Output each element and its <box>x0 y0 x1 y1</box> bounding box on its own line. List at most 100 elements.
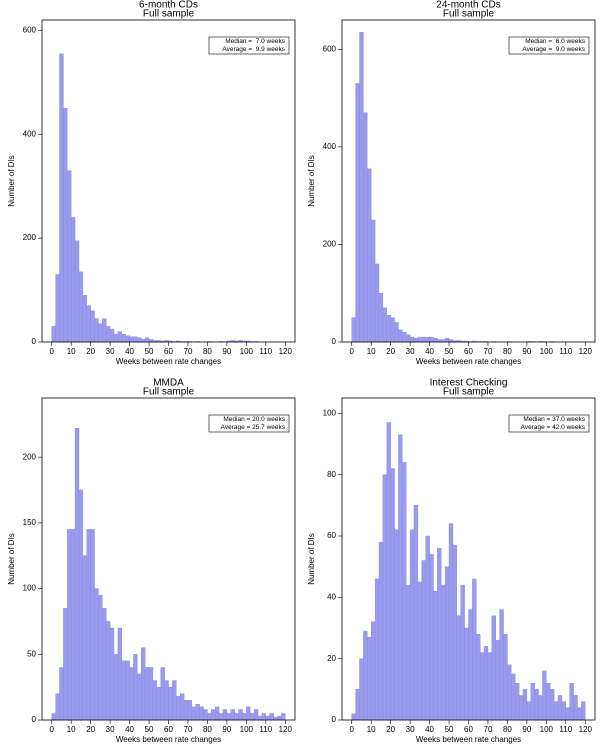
bar <box>363 630 368 721</box>
x-tick-label: 90 <box>522 347 531 356</box>
x-tick-label: 30 <box>406 347 415 356</box>
bar <box>109 627 115 721</box>
x-tick-label: 90 <box>222 347 231 356</box>
bar <box>425 535 430 721</box>
bar <box>238 709 243 721</box>
bar <box>429 554 434 721</box>
y-tick-label: 0 <box>32 337 37 346</box>
y-axis-label: Number of DIs <box>307 155 316 207</box>
bar <box>82 295 87 343</box>
bar <box>550 689 555 721</box>
x-tick-label: 30 <box>106 347 115 356</box>
bar <box>141 647 146 721</box>
bar <box>144 337 150 343</box>
bar <box>90 310 95 343</box>
annotation-box <box>508 36 590 55</box>
x-tick-label: 80 <box>203 347 212 356</box>
chart-subtitle: Full sample <box>443 387 495 398</box>
bar <box>378 541 384 721</box>
x-tick-label: 50 <box>145 725 154 734</box>
x-tick-label: 20 <box>86 347 95 356</box>
bar <box>78 271 84 343</box>
bar <box>406 584 411 721</box>
bar <box>117 627 122 721</box>
x-tick-label: 40 <box>425 725 434 734</box>
bar <box>382 474 387 721</box>
annotation: Median = 6.0 weeks <box>525 38 586 45</box>
bar <box>265 715 270 721</box>
bar <box>394 529 399 721</box>
bar <box>144 667 150 721</box>
x-tick-label: 50 <box>145 347 154 356</box>
y-tick-label: 200 <box>23 233 37 242</box>
x-tick-label: 20 <box>386 347 395 356</box>
chart-subtitle: Full sample <box>143 387 195 398</box>
bar <box>199 706 204 721</box>
bar <box>561 701 567 721</box>
bar <box>253 709 259 721</box>
y-axis-label: Number of DIs <box>307 533 316 585</box>
y-tick-label: 100 <box>23 584 37 593</box>
bar <box>495 640 500 721</box>
bar <box>483 646 489 721</box>
bar <box>117 331 122 343</box>
bar <box>109 328 115 343</box>
bar <box>176 696 181 721</box>
chart-title: 24-month CDs <box>436 0 500 11</box>
bar <box>417 581 422 721</box>
bar <box>363 112 368 343</box>
bar <box>429 336 434 343</box>
chart-title: MMDA <box>153 378 184 389</box>
x-tick-label: 70 <box>484 347 493 356</box>
y-axis-label: Number of DIs <box>7 533 16 585</box>
x-tick-label: 10 <box>67 347 76 356</box>
bar <box>398 329 403 343</box>
bar <box>70 217 76 343</box>
bar <box>476 633 481 721</box>
bar <box>148 667 154 721</box>
bar <box>499 609 504 721</box>
bar <box>218 713 224 721</box>
bar <box>518 695 524 721</box>
x-tick-label: 70 <box>184 347 193 356</box>
bar <box>355 689 360 721</box>
x-tick-label: 0 <box>350 347 355 356</box>
annotation-box <box>208 36 290 55</box>
bar <box>94 318 99 343</box>
annotation: Median = 37.0 weeks <box>523 416 585 423</box>
x-tick-label: 40 <box>125 347 134 356</box>
bar <box>515 683 520 721</box>
bar <box>413 505 419 721</box>
bar <box>113 654 119 721</box>
annotation: Average = 42.0 weeks <box>521 424 586 431</box>
bar <box>394 322 399 343</box>
bar <box>460 584 465 721</box>
bar <box>472 578 477 721</box>
bar <box>121 334 126 343</box>
x-tick-label: 90 <box>522 725 531 734</box>
y-tick-label: 50 <box>27 649 36 658</box>
bar <box>51 326 56 343</box>
bar <box>86 529 91 721</box>
bar <box>133 654 138 721</box>
bar <box>207 713 212 721</box>
bar <box>160 667 165 721</box>
bar <box>577 707 582 721</box>
x-tick-label: 20 <box>386 725 395 734</box>
bar <box>59 53 64 343</box>
bar <box>444 566 450 721</box>
bar <box>491 615 496 721</box>
x-tick-label: 70 <box>484 725 493 734</box>
bar <box>378 293 384 343</box>
bar <box>74 428 80 721</box>
bar <box>222 709 228 721</box>
y-tick-label: 200 <box>323 240 337 249</box>
bar <box>74 240 80 343</box>
bar <box>121 660 126 721</box>
annotation: Median = 20.0 weeks <box>223 416 285 423</box>
bar <box>386 314 391 343</box>
bar <box>433 591 438 721</box>
bar <box>370 621 376 721</box>
bar <box>421 560 426 721</box>
